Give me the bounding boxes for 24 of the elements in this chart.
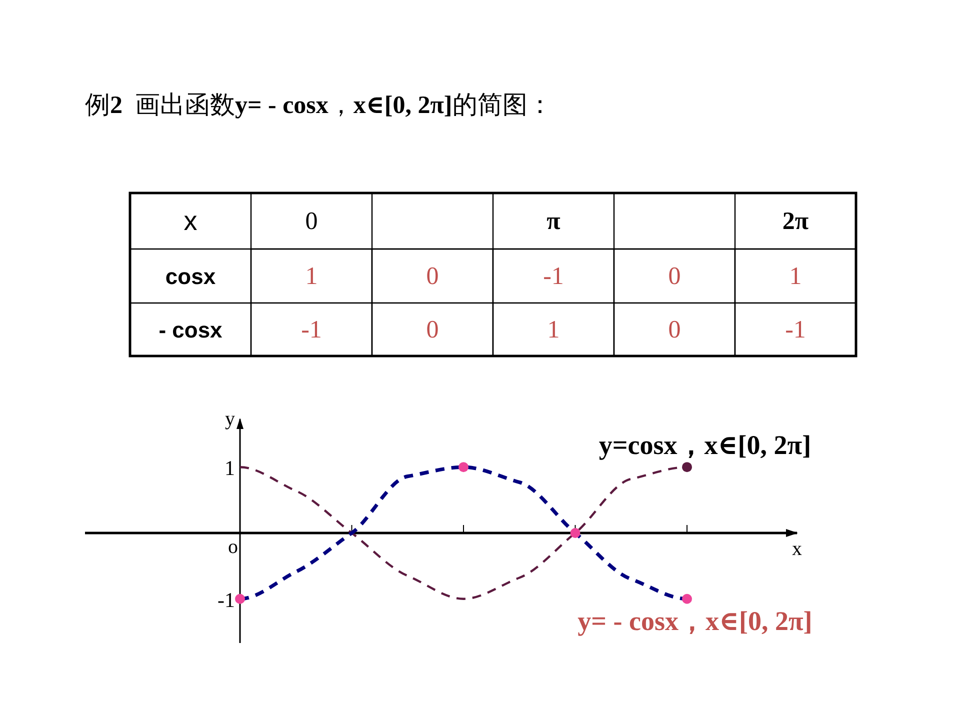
y-tick-label: -1 bbox=[218, 588, 235, 612]
column-axis-title: x bbox=[184, 206, 198, 236]
cell-label: 1 bbox=[305, 263, 318, 290]
column-label: π bbox=[546, 208, 560, 235]
x-axis-title: x bbox=[792, 538, 802, 560]
cell-label: -1 bbox=[543, 263, 564, 290]
y-axis-title: y bbox=[225, 408, 235, 430]
cell-label: 0 bbox=[668, 263, 681, 290]
cell-label: 1 bbox=[547, 316, 560, 344]
annotation: o bbox=[228, 536, 238, 558]
cell-label: 0 bbox=[426, 263, 439, 290]
row-label: cosx bbox=[165, 264, 216, 289]
cell-label: 0 bbox=[668, 316, 681, 344]
column-label: 0 bbox=[305, 208, 318, 235]
cell-label: 0 bbox=[426, 316, 439, 344]
cell-label: 1 bbox=[789, 263, 802, 290]
series-label: y= - cosx，x∈[0, 2π] bbox=[578, 606, 812, 636]
chart-title: 例2 画出函数y= - cosx，x∈[0, 2π]的简图： bbox=[85, 92, 552, 119]
row-label: - cosx bbox=[158, 318, 222, 342]
y-tick-label: 1 bbox=[224, 456, 235, 480]
cell-label: -1 bbox=[785, 316, 806, 344]
series-label: y=cosx，x∈[0, 2π] bbox=[598, 430, 812, 460]
cell-label: -1 bbox=[301, 316, 322, 344]
column-label: 2π bbox=[782, 208, 809, 235]
